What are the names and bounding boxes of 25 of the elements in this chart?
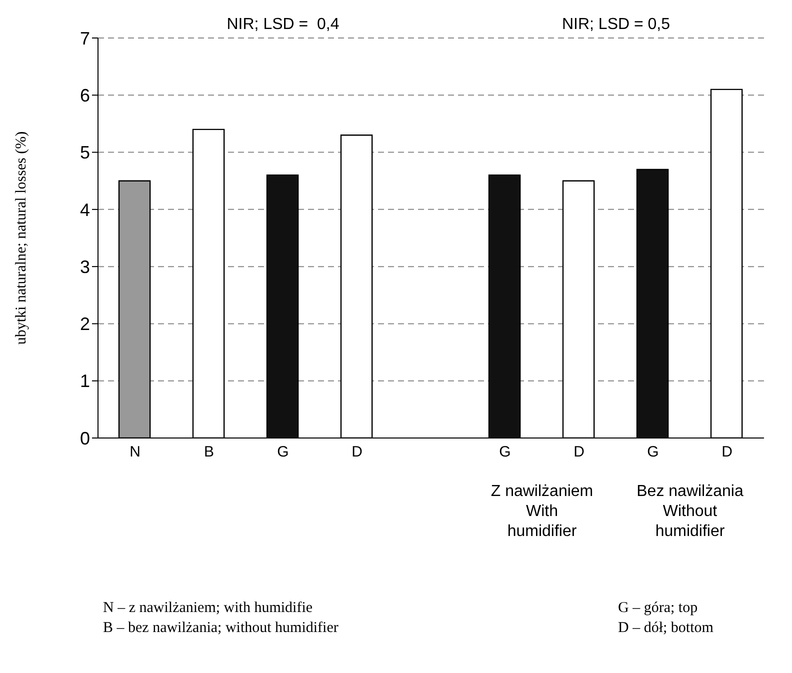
text: D – dół; bottom xyxy=(618,619,714,638)
y-tick-label: 5 xyxy=(80,142,90,163)
text: G – góra; top xyxy=(618,599,699,618)
text: B – bez nawilżania; without humidifier xyxy=(103,619,338,638)
y-tick-label: 6 xyxy=(80,86,90,106)
y-tick-label: 4 xyxy=(80,200,90,220)
x-tick-label: G xyxy=(499,444,511,461)
x-tick-label: G xyxy=(647,444,659,461)
y-tick-label: 3 xyxy=(80,256,90,277)
x-tick-label: N xyxy=(130,444,140,461)
x-tick-label: D xyxy=(574,444,585,461)
text: N – z nawilżaniem; with humidifie xyxy=(103,599,314,618)
y-tick-label: 2 xyxy=(80,314,90,334)
text: NIR; LSD = 0,4 xyxy=(226,16,340,34)
x-tick-label: D xyxy=(722,444,733,461)
x-tick-label: D xyxy=(352,444,363,461)
y-tick-label: 7 xyxy=(80,28,90,48)
text: Z nawilżaniem With humidifier xyxy=(490,482,594,542)
y-tick-label: 1 xyxy=(80,371,90,392)
text: Bez nawilżania Without humidifier xyxy=(636,482,744,542)
y-axis-title: ubytki naturalne; natural losses (%) xyxy=(13,131,30,345)
x-tick-label: G xyxy=(277,444,289,461)
x-tick-label: B xyxy=(204,444,214,461)
text: NIR; LSD = 0,5 xyxy=(560,16,672,34)
y-tick-label: 0 xyxy=(80,428,90,448)
